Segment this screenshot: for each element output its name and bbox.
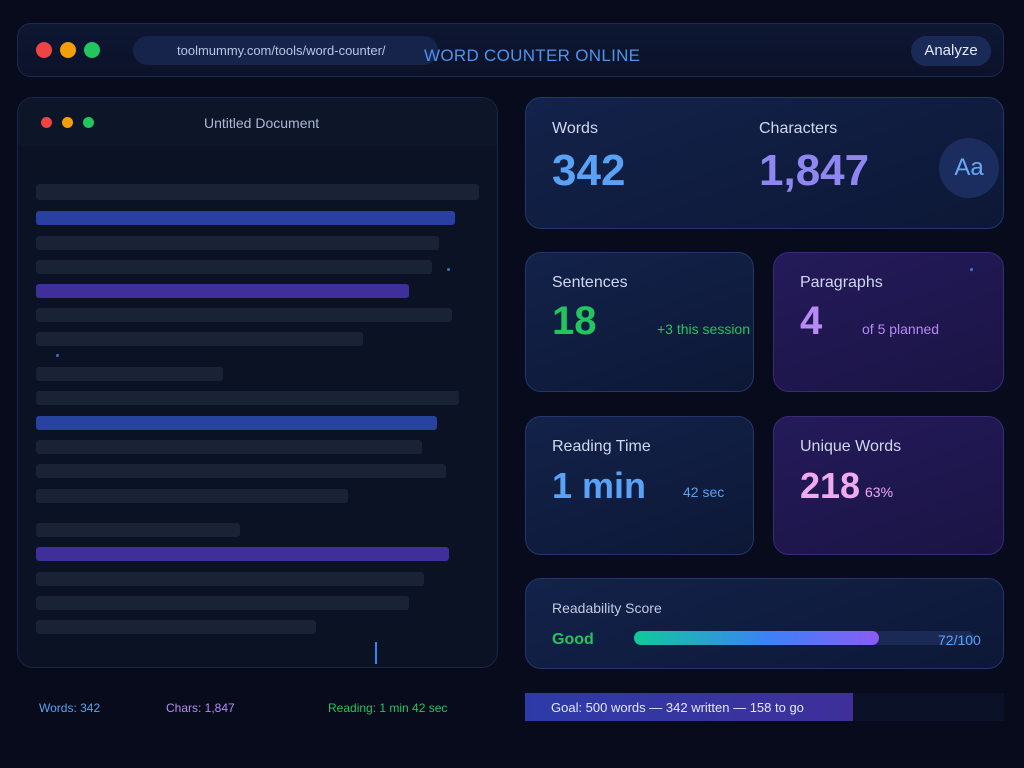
decorative-dot <box>970 268 973 271</box>
text-line <box>36 464 446 478</box>
unique-words-percent: 63% <box>865 484 894 500</box>
readability-track <box>634 631 974 645</box>
url-bar[interactable]: toolmummy.com/tools/word-counter/ <box>133 36 438 65</box>
text-line <box>36 596 409 610</box>
text-line <box>36 184 479 200</box>
readability-label: Readability Score <box>552 600 662 616</box>
text-line <box>36 236 439 250</box>
reading-time-card: Reading Time 1 min 42 sec <box>525 416 754 555</box>
status-words: Words: 342 <box>39 701 101 715</box>
app-title: WORD COUNTER ONLINE <box>424 46 641 65</box>
sentences-card: Sentences 18 +3 this session <box>525 252 754 392</box>
readability-grade: Good <box>552 631 594 648</box>
paragraphs-note: of 5 planned <box>862 321 940 337</box>
text-line <box>36 308 452 322</box>
text-line <box>36 332 363 346</box>
unique-words-label: Unique Words <box>800 438 902 455</box>
status-reading: Reading: 1 min 42 sec <box>328 701 448 715</box>
characters-label: Characters <box>759 120 838 137</box>
close-window-icon[interactable] <box>36 42 52 58</box>
minimize-window-icon[interactable] <box>60 42 76 58</box>
editor-close-icon[interactable] <box>41 117 52 128</box>
paragraphs-card: Paragraphs 4 of 5 planned <box>773 252 1004 392</box>
text-line <box>36 260 432 274</box>
editor-titlebar <box>18 98 497 146</box>
sentences-value: 18 <box>552 299 597 343</box>
sentences-note: +3 this session <box>657 321 750 337</box>
goal-text: Goal: 500 words — 342 written — 158 to g… <box>551 700 804 715</box>
text-editor[interactable]: Untitled Document <box>17 97 498 668</box>
paragraphs-label: Paragraphs <box>800 274 883 291</box>
words-characters-card: Words 342 Characters 1,847 Aa <box>525 97 1004 229</box>
text-line-highlighted <box>36 547 449 561</box>
text-line <box>36 572 424 586</box>
readability-score: 72/100 <box>938 632 981 648</box>
unique-words-card: Unique Words 218 63% <box>773 416 1004 555</box>
sentences-label: Sentences <box>552 274 628 291</box>
reading-time-label: Reading Time <box>552 438 651 455</box>
readability-card: Readability Score Good 72/100 <box>525 578 1004 669</box>
goal-progress-bar: Goal: 500 words — 342 written — 158 to g… <box>525 693 1004 721</box>
analyze-button[interactable]: Analyze <box>911 36 991 66</box>
text-line <box>36 620 316 634</box>
text-line <box>36 391 459 405</box>
text-line <box>36 489 348 503</box>
decorative-dot <box>56 354 59 357</box>
characters-value: 1,847 <box>759 146 870 195</box>
maximize-window-icon[interactable] <box>84 42 100 58</box>
editor-maximize-icon[interactable] <box>83 117 94 128</box>
text-line-highlighted <box>36 211 455 225</box>
reading-time-value: 1 min <box>552 465 647 506</box>
readability-fill <box>634 631 879 645</box>
text-line <box>36 523 240 537</box>
decorative-dot <box>447 268 450 271</box>
unique-words-value: 218 <box>800 465 861 506</box>
text-cursor <box>375 642 377 664</box>
goal-progress-fill <box>525 693 853 721</box>
status-chars: Chars: 1,847 <box>166 701 235 715</box>
text-line <box>36 440 422 454</box>
paragraphs-value: 4 <box>800 299 823 343</box>
reading-time-note: 42 sec <box>683 484 725 500</box>
words-label: Words <box>552 120 598 137</box>
text-line-highlighted <box>36 416 437 430</box>
editor-minimize-icon[interactable] <box>62 117 73 128</box>
words-value: 342 <box>552 146 626 195</box>
font-aa-icon: Aa <box>939 138 999 198</box>
text-line-highlighted <box>36 284 409 298</box>
text-line <box>36 367 223 381</box>
document-title: Untitled Document <box>204 115 320 131</box>
